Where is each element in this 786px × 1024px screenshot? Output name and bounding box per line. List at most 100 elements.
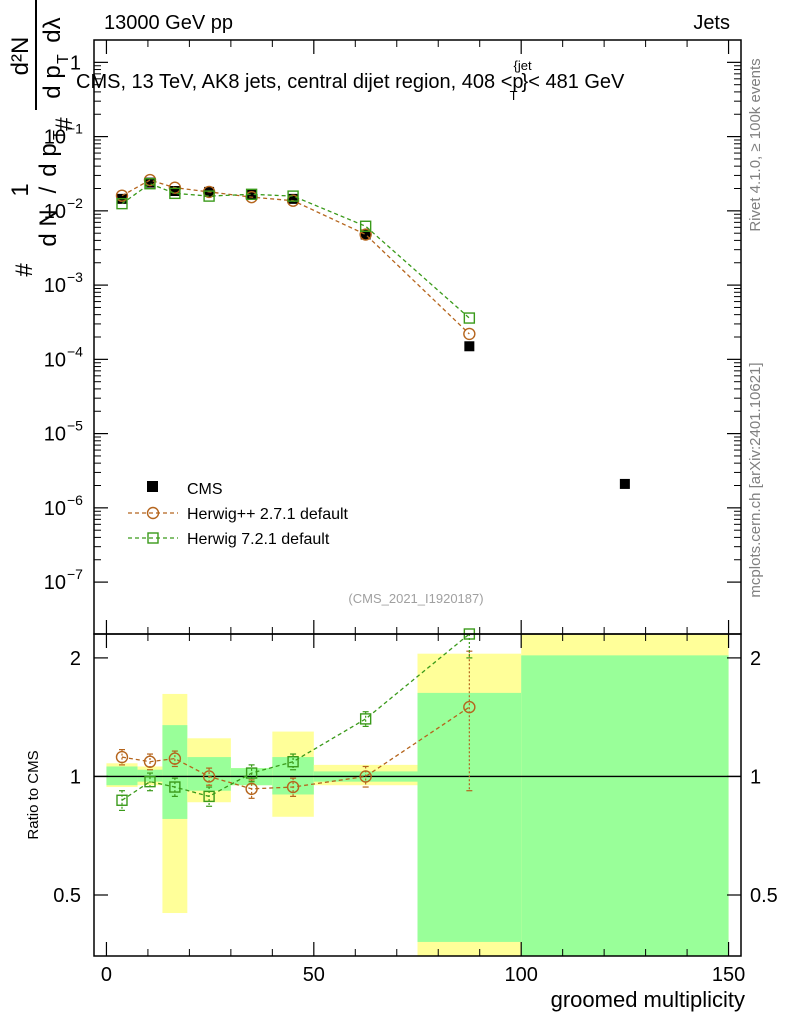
legend: CMS Herwig++ 2.7.1 default Herwig 7.2.1 … [128,481,349,548]
main-point-0-4 [246,189,257,200]
main-y-tick-exp-6: −6 [67,492,83,508]
ylabel-dl: dλ [39,17,66,42]
main-y-tick-label-0: 1 [70,52,81,74]
ratio-point-1-3 [203,790,215,803]
ratio-point-0-4 [245,782,258,796]
ratio-point-1-2 [169,781,181,793]
ylabel-d2n: d²N [7,37,34,76]
ratio-y-tick-label-left-2: 2 [70,648,81,670]
main-point-2-2 [169,187,181,200]
ylabel-hash-left: # [11,263,38,277]
main-y-tick-label-2: 10 [44,201,66,223]
main-y-tick-exp-2: −2 [67,195,83,211]
title-sup: {jet [514,58,532,73]
legend-herwig7-label: Herwig 7.2.1 default [187,531,330,548]
main-point-0-6 [360,229,371,240]
ylabel-dp: d p [35,143,62,176]
ratio-point-1-5 [287,756,299,768]
x-tick-label-3: 150 [712,964,745,986]
ratio-band-stat-7 [417,692,522,942]
main-point-0-7 [464,341,475,352]
main-y-tick-label-5: 10 [44,424,66,446]
axes: 110−110−210−310−410−510−610 −70.5 0.51 12 20… [44,39,778,986]
ratio-line-series-0 [121,706,470,790]
main-point-2-0 [116,197,128,210]
header-left: 13000 GeV pp [104,12,233,34]
ratio-band-stat-8 [521,655,729,956]
ylabel-dn: d N [35,209,62,246]
main-y-tick-exp-7: −7 [67,566,83,582]
ratio-frame [93,633,742,957]
main-point-2-7 [463,312,476,324]
ratio-point-0-7 [463,700,476,714]
ratio-y-tick-label-right-1: 1 [750,766,761,788]
mcplots-label: mcplots.cern.ch [arXiv:2401.10621] [747,362,764,597]
ylabel-hash-mid: # [51,117,78,131]
ratio-y-tick-label-right-0: 0.5 [750,885,778,907]
ratio-y-tick-label-left-1: 1 [70,766,81,788]
main-point-2-3 [203,190,215,202]
ratio-point-0-2 [168,752,182,765]
main-y-tick-exp-1: −1 [67,121,83,137]
main-point-1-7 [463,327,476,341]
main-point-2-6 [359,220,372,232]
main-y-tick-label-1: 10 [44,127,66,149]
ratio-point-1-0 [116,794,128,806]
data-series [115,173,630,811]
main-y-tick-exp-4: −4 [67,343,83,359]
main-y-tick-label-3: 10 [44,275,66,297]
x-tick-label-0: 0 [101,964,112,986]
main-point-1-0 [115,189,129,202]
ratio-point-0-1 [143,755,157,768]
legend-herwigpp-label: Herwig++ 2.7.1 default [187,506,349,523]
y-axis-label: # 1 d N / # d p T d²N d p T dλ [7,0,78,277]
title-main: CMS, 13 TeV, AK8 jets, central dijet reg… [76,71,524,93]
main-point-2-5 [287,190,299,202]
legend-herwig7-marker [147,532,159,544]
legend-cms-marker [147,481,158,492]
header-right: Jets [693,12,730,34]
main-point-0-1 [144,177,155,188]
main-line-series-2 [121,182,470,319]
ratio-y-tick-label-right-2: 2 [750,648,761,670]
title-end: }< 481 GeV [522,71,626,93]
ratio-point-0-6 [359,770,372,783]
rivet-label: Rivet 4.1.0, ≥ 100k events [747,58,764,231]
main-line-series-1 [121,179,470,335]
x-axis-label: groomed multiplicity [551,987,745,1012]
ylabel-one: 1 [7,183,34,196]
ratio-y-tick-label-left-0: 0.5 [53,885,81,907]
x-tick-label-2: 100 [504,964,537,986]
analysis-id: (CMS_2021_I1920187) [348,591,483,606]
ratio-band-stat-1 [137,769,163,782]
main-point-2-1 [144,178,156,190]
ratio-band-stat-2 [162,725,188,819]
main-point-0-8 [619,478,630,489]
main-point-2-4 [245,188,258,201]
ratio-point-1-4 [245,767,258,779]
ylabel-t2: T [55,54,72,64]
main-y-tick-label-7: 10 [44,572,66,594]
ratio-line-series-1 [121,633,470,801]
main-y-tick-exp-5: −5 [67,418,83,434]
main-point-0-5 [288,193,299,204]
main-point-1-6 [359,228,372,241]
ratio-point-1-6 [359,713,372,725]
main-y-tick-label-6: 10 [44,498,66,520]
main-point-0-2 [169,186,180,197]
x-tick-label-1: 50 [303,964,325,986]
ylabel-dpdl: d p [39,65,66,98]
ylabel-slash: / [35,186,62,193]
main-y-tick-label-4: 10 [44,349,66,371]
ylabel-t: T [51,130,68,140]
legend-herwigpp-marker [146,506,160,520]
legend-cms-label: CMS [187,481,223,498]
ratio-point-1-1 [144,775,156,788]
chart-title: CMS, 13 TeV, AK8 jets, central dijet reg… [76,58,625,103]
main-y-tick-exp-3: −3 [67,269,83,285]
ratio-point-0-5 [286,780,300,794]
ratio-bands [106,634,729,956]
ratio-point-0-0 [115,750,129,764]
title-sub: T [510,88,518,103]
